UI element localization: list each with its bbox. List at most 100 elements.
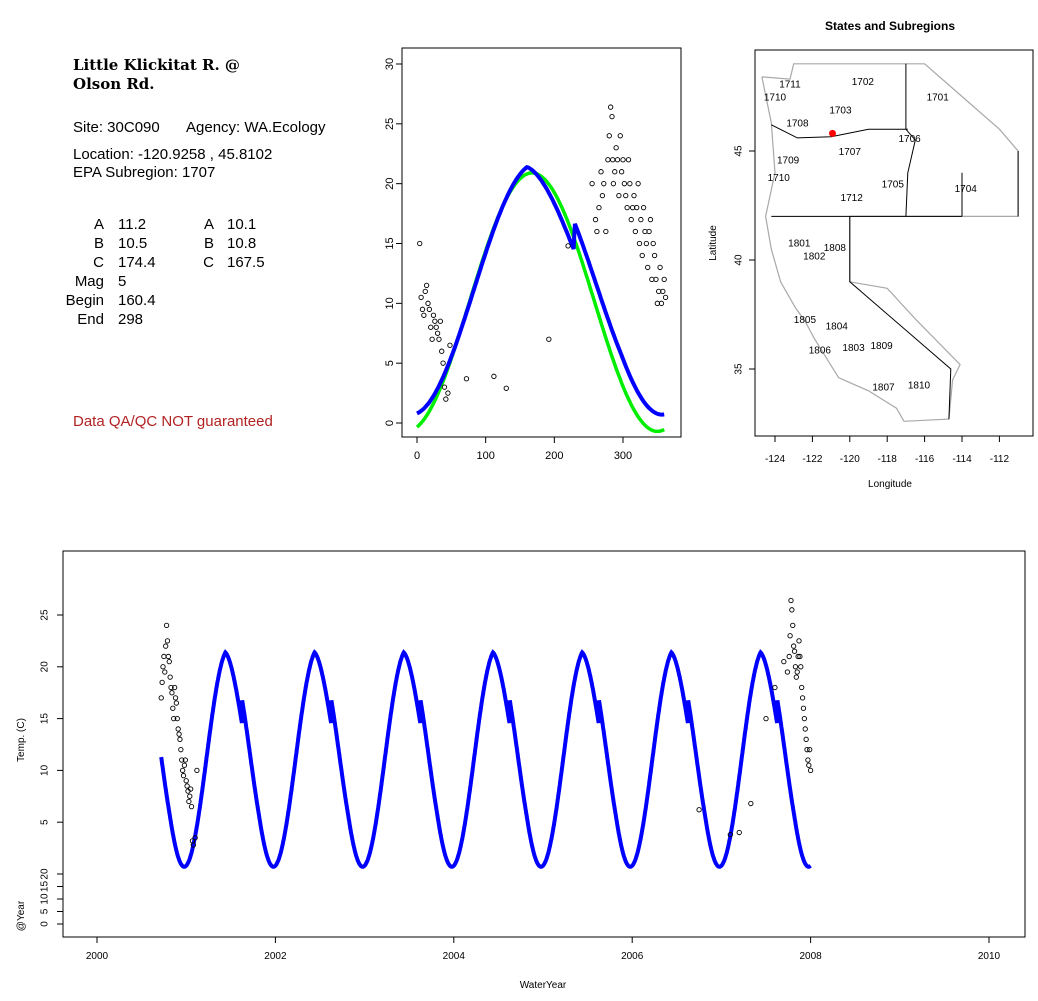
data-point — [418, 294, 424, 300]
region-label: 1710 — [768, 173, 791, 184]
data-point — [790, 622, 796, 629]
data-point — [447, 342, 453, 348]
data-point — [639, 252, 645, 259]
param-label: A — [93, 216, 104, 233]
y2-tick-label: 15 — [40, 881, 51, 893]
data-point — [423, 282, 430, 289]
param-label: Begin — [65, 292, 104, 309]
data-point — [651, 252, 658, 259]
data-point — [636, 240, 643, 247]
x-tick-label: 2000 — [86, 951, 109, 962]
data-point — [159, 679, 165, 685]
data-point — [177, 736, 183, 742]
data-point — [631, 192, 637, 199]
x-tick-label: -118 — [878, 454, 898, 465]
y2-tick-label: 5 — [40, 908, 51, 914]
region-label: 1707 — [839, 147, 862, 158]
data-point — [428, 324, 434, 330]
region-label: 1802 — [803, 252, 826, 263]
data-point — [432, 318, 438, 324]
data-point — [425, 300, 431, 306]
data-point — [643, 240, 649, 247]
region-label: 1706 — [899, 134, 922, 145]
region-label: 1711 — [779, 79, 801, 90]
data-point — [163, 643, 169, 649]
data-point — [620, 157, 626, 163]
region-label: 1806 — [809, 345, 832, 356]
data-point — [170, 705, 176, 711]
region-label: 1705 — [882, 180, 905, 191]
data-point — [799, 695, 806, 701]
region-label: 1805 — [794, 315, 817, 326]
x-tick-label: -114 — [952, 454, 972, 465]
data-point — [609, 114, 615, 120]
x-tick-label: 2008 — [799, 951, 822, 962]
data-point — [172, 695, 179, 701]
site-name-line1: Little Klickitat R. @ — [73, 56, 240, 74]
y-tick-label: 0 — [384, 420, 396, 426]
site-id: Site: 30C090 — [73, 119, 160, 136]
region-label: 1803 — [842, 343, 865, 354]
data-point — [646, 228, 652, 235]
data-point — [174, 715, 180, 722]
data-point — [635, 181, 641, 187]
data-point — [166, 658, 172, 665]
x-tick-label: 200 — [545, 450, 563, 462]
data-point — [807, 767, 814, 774]
y-tick-label: 15 — [384, 237, 396, 249]
region-label: 1809 — [870, 341, 893, 352]
region-outline — [761, 63, 1019, 422]
data-point — [419, 306, 426, 312]
data-point — [797, 653, 803, 660]
y-tick-label: 10 — [40, 764, 51, 776]
data-point — [179, 767, 186, 774]
data-point — [594, 228, 600, 235]
data-point — [592, 216, 599, 223]
data-point — [616, 192, 622, 199]
data-point — [634, 204, 640, 211]
x-tick-label: -122 — [802, 454, 822, 465]
data-point — [736, 829, 742, 836]
data-point — [696, 807, 702, 813]
param-label: B — [93, 235, 104, 252]
data-point — [794, 669, 800, 675]
data-point — [789, 607, 795, 613]
data-point — [801, 715, 808, 722]
data-point — [422, 288, 428, 295]
data-point — [491, 373, 497, 379]
data-point — [186, 798, 192, 805]
data-point — [727, 831, 733, 838]
data-point — [624, 204, 630, 211]
data-point — [181, 762, 188, 768]
param-label: Mag — [74, 273, 104, 290]
data-point — [180, 772, 187, 779]
data-point — [163, 622, 170, 629]
data-point — [623, 192, 629, 199]
data-point — [445, 390, 451, 396]
site-name-line2: Olson Rd. — [73, 75, 155, 93]
region-label: 1808 — [824, 243, 847, 254]
x-tick-label: 0 — [414, 450, 420, 462]
data-point — [589, 181, 595, 187]
plot-frame — [62, 550, 1026, 938]
data-point — [171, 684, 178, 691]
region-label: 1701 — [927, 93, 950, 104]
data-point — [784, 669, 791, 675]
subregion-map: States and Subregions Longitude Latitude -1… — [708, 19, 1034, 490]
data-point — [632, 228, 639, 235]
site-marker — [828, 129, 836, 137]
data-point — [183, 778, 189, 784]
x-tick-label: 2004 — [443, 951, 466, 962]
y-tick-label: 35 — [734, 363, 745, 375]
region-label: 1804 — [826, 321, 849, 332]
data-point — [161, 653, 167, 660]
data-point — [638, 216, 644, 223]
map-frame — [754, 49, 1034, 437]
param-value: 10.1 — [227, 216, 257, 233]
data-point — [440, 360, 446, 366]
y-tick-label: 5 — [384, 360, 396, 366]
data-point — [800, 705, 807, 711]
green-fit-line — [415, 171, 665, 434]
param-value: 298 — [118, 311, 144, 328]
data-point — [190, 842, 196, 848]
